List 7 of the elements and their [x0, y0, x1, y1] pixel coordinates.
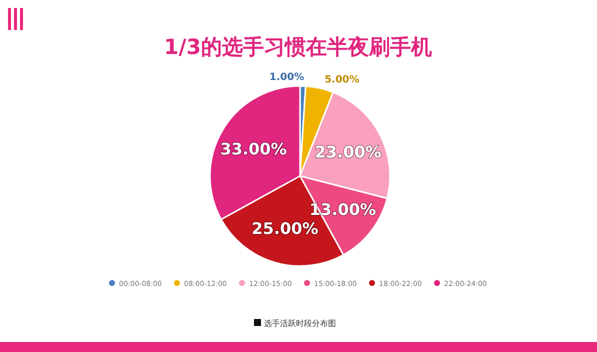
data-label: 25.00%: [252, 218, 318, 238]
data-label: 1.00%: [269, 72, 304, 84]
data-label: 23.00%: [314, 142, 382, 162]
chart-title: 1/3的选手习惯在半夜刷手机: [164, 35, 432, 59]
data-label: 5.00%: [324, 74, 360, 86]
data-label: 33.00%: [220, 140, 287, 159]
text: 选手活跃时段分布图: [264, 319, 336, 328]
